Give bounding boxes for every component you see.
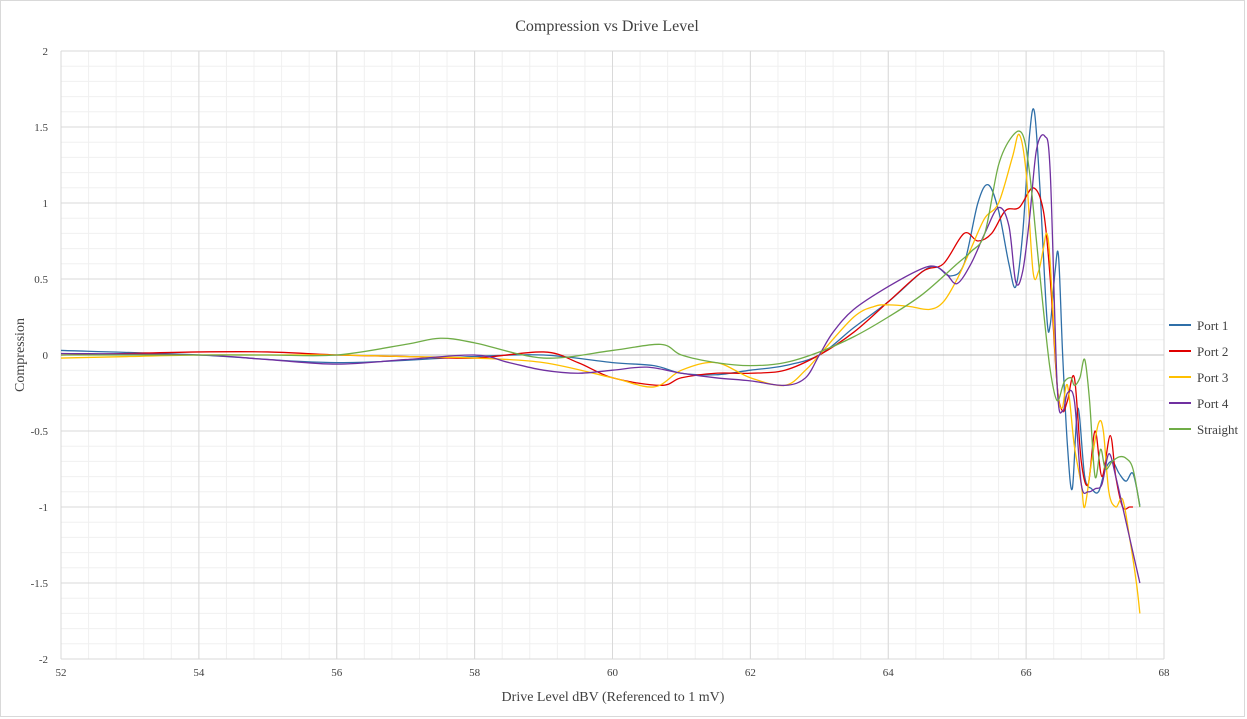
legend-label-straight: Straight — [1197, 422, 1239, 437]
legend-label-port-1: Port 1 — [1197, 318, 1228, 333]
y-tick-label: -1 — [39, 502, 48, 514]
x-axis-ticks: 52 54 56 58 60 62 64 66 68 — [56, 667, 1171, 679]
x-tick-label: 64 — [883, 667, 895, 679]
x-tick-label: 54 — [193, 667, 205, 679]
y-axis-ticks: -2 -1.5 -1 -0.5 0 0.5 1 1.5 2 — [31, 46, 49, 666]
y-tick-label: -0.5 — [31, 426, 49, 438]
legend: Port 1 Port 2 Port 3 Port 4 Straight — [1169, 318, 1239, 437]
chart-title: Compression vs Drive Level — [515, 18, 699, 35]
series-line-port-4 — [60, 134, 1141, 584]
x-tick-label: 68 — [1159, 667, 1171, 679]
y-tick-label: 0 — [43, 350, 49, 362]
series-lines — [60, 108, 1141, 614]
x-tick-label: 56 — [331, 667, 343, 679]
series-line-port-3 — [60, 133, 1141, 614]
y-tick-label: 2 — [43, 46, 49, 58]
series-line-straight — [60, 130, 1141, 508]
x-tick-label: 60 — [607, 667, 619, 679]
legend-label-port-4: Port 4 — [1197, 396, 1229, 411]
y-tick-label: -1.5 — [31, 578, 49, 590]
y-tick-label: 0.5 — [34, 274, 48, 286]
x-axis-title: Drive Level dBV (Referenced to 1 mV) — [502, 690, 725, 705]
y-tick-label: 1 — [43, 198, 49, 210]
y-tick-label: -2 — [39, 654, 48, 666]
x-tick-label: 66 — [1021, 667, 1033, 679]
x-tick-label: 62 — [745, 667, 756, 679]
legend-label-port-2: Port 2 — [1197, 344, 1228, 359]
legend-label-port-3: Port 3 — [1197, 370, 1228, 385]
y-axis-title: Compression — [13, 318, 28, 392]
x-tick-label: 58 — [469, 667, 481, 679]
x-tick-label: 52 — [56, 667, 67, 679]
y-tick-label: 1.5 — [34, 122, 48, 134]
